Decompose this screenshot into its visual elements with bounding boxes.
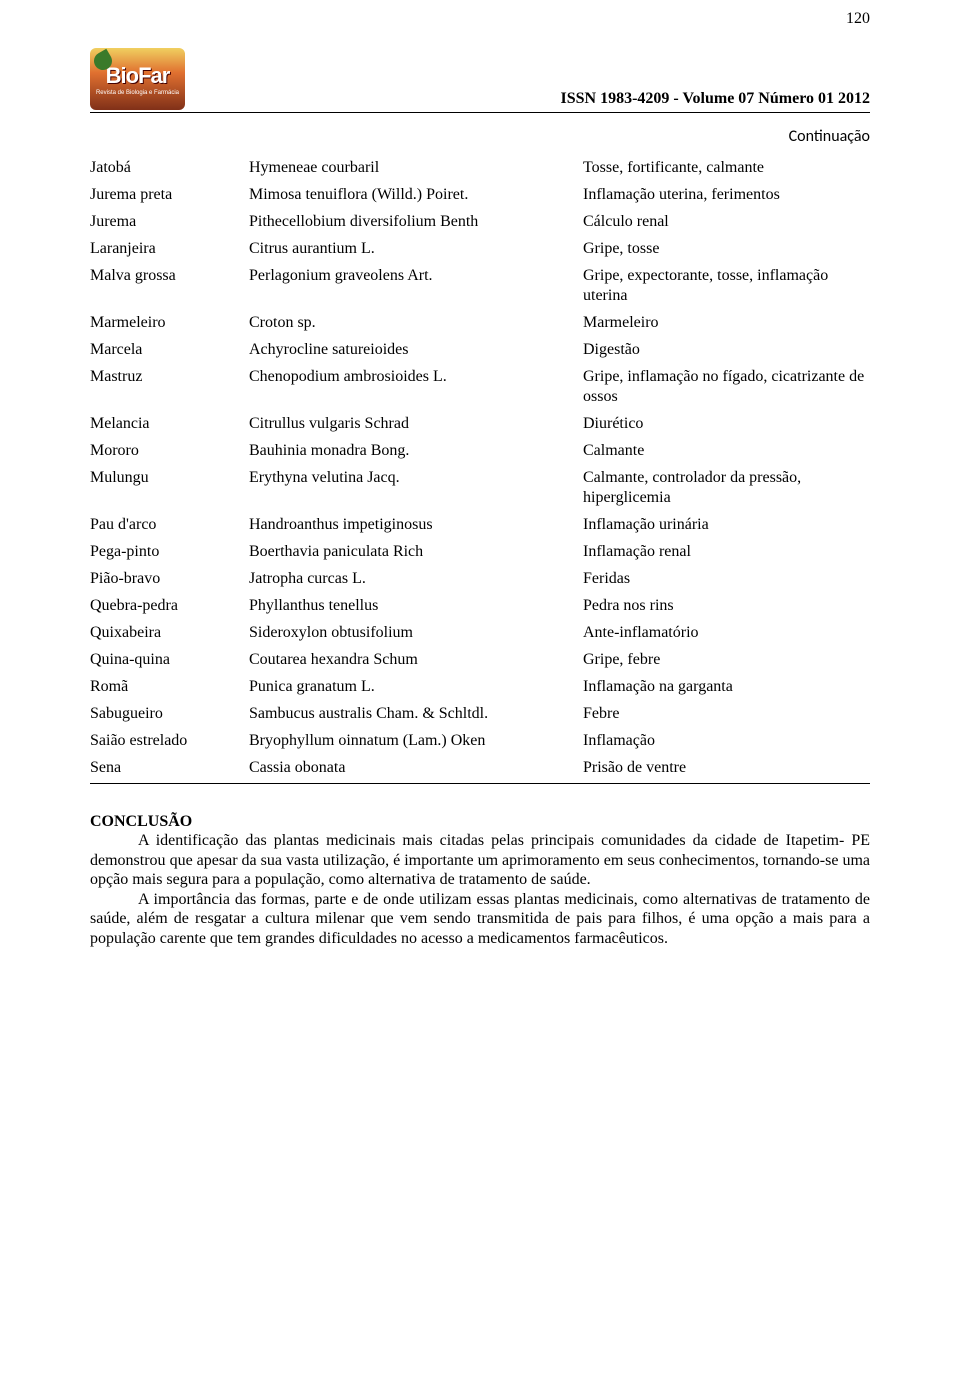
scientific-name-cell: Citrullus vulgaris Schrad (249, 410, 583, 437)
scientific-name-cell: Citrus aurantium L. (249, 235, 583, 262)
page: 120 BioFar Revista de Biologia e Farmáci… (0, 0, 960, 978)
scientific-name-cell: Punica granatum L. (249, 673, 583, 700)
table-row: MarcelaAchyrocline satureioidesDigestão (90, 336, 870, 363)
use-cell: Inflamação na garganta (583, 673, 870, 700)
scientific-name-cell: Croton sp. (249, 309, 583, 336)
logo-subtext: Revista de Biologia e Farmácia (96, 90, 179, 96)
table-row: SenaCassia obonataPrisão de ventre (90, 754, 870, 783)
common-name-cell: Jurema preta (90, 181, 249, 208)
common-name-cell: Pega-pinto (90, 538, 249, 565)
conclusion-section: CONCLUSÃO A identificação das plantas me… (90, 812, 870, 949)
scientific-name-cell: Mimosa tenuiflora (Willd.) Poiret. (249, 181, 583, 208)
scientific-name-cell: Chenopodium ambrosioides L. (249, 363, 583, 410)
scientific-name-cell: Cassia obonata (249, 754, 583, 783)
common-name-cell: Marmeleiro (90, 309, 249, 336)
continuation-label: Continuação (90, 127, 870, 146)
table-row: Pião-bravoJatropha curcas L.Feridas (90, 565, 870, 592)
common-name-cell: Malva grossa (90, 262, 249, 309)
common-name-cell: Mulungu (90, 464, 249, 511)
table-row: LaranjeiraCitrus aurantium L.Gripe, toss… (90, 235, 870, 262)
table-row: Quina-quinaCoutarea hexandra SchumGripe,… (90, 646, 870, 673)
use-cell: Digestão (583, 336, 870, 363)
common-name-cell: Quina-quina (90, 646, 249, 673)
common-name-cell: Mororo (90, 437, 249, 464)
plant-table: JatobáHymeneae courbarilTosse, fortifica… (90, 154, 870, 784)
common-name-cell: Quebra-pedra (90, 592, 249, 619)
table-row: SabugueiroSambucus australis Cham. & Sch… (90, 700, 870, 727)
use-cell: Cálculo renal (583, 208, 870, 235)
table-row: JatobáHymeneae courbarilTosse, fortifica… (90, 154, 870, 181)
use-cell: Prisão de ventre (583, 754, 870, 783)
use-cell: Gripe, inflamação no fígado, cicatrizant… (583, 363, 870, 410)
scientific-name-cell: Erythyna velutina Jacq. (249, 464, 583, 511)
common-name-cell: Quixabeira (90, 619, 249, 646)
table-row: Pau d'arcoHandroanthus impetiginosusInfl… (90, 511, 870, 538)
scientific-name-cell: Bryophyllum oinnatum (Lam.) Oken (249, 727, 583, 754)
scientific-name-cell: Hymeneae courbaril (249, 154, 583, 181)
common-name-cell: Sena (90, 754, 249, 783)
conclusion-p1: A identificação das plantas medicinais m… (90, 831, 870, 890)
common-name-cell: Pau d'arco (90, 511, 249, 538)
page-number: 120 (846, 10, 870, 28)
scientific-name-cell: Boerthavia paniculata Rich (249, 538, 583, 565)
use-cell: Inflamação uterina, ferimentos (583, 181, 870, 208)
table-row: Saião estreladoBryophyllum oinnatum (Lam… (90, 727, 870, 754)
common-name-cell: Marcela (90, 336, 249, 363)
common-name-cell: Sabugueiro (90, 700, 249, 727)
scientific-name-cell: Achyrocline satureioides (249, 336, 583, 363)
common-name-cell: Saião estrelado (90, 727, 249, 754)
use-cell: Pedra nos rins (583, 592, 870, 619)
use-cell: Gripe, febre (583, 646, 870, 673)
use-cell: Calmante (583, 437, 870, 464)
table-row: Quebra-pedraPhyllanthus tenellusPedra no… (90, 592, 870, 619)
conclusion-title: CONCLUSÃO (90, 813, 192, 830)
common-name-cell: Mastruz (90, 363, 249, 410)
use-cell: Marmeleiro (583, 309, 870, 336)
use-cell: Gripe, tosse (583, 235, 870, 262)
common-name-cell: Jurema (90, 208, 249, 235)
use-cell: Diurético (583, 410, 870, 437)
scientific-name-cell: Jatropha curcas L. (249, 565, 583, 592)
table-row: Jurema pretaMimosa tenuiflora (Willd.) P… (90, 181, 870, 208)
table-row: MulunguErythyna velutina Jacq.Calmante, … (90, 464, 870, 511)
common-name-cell: Melancia (90, 410, 249, 437)
scientific-name-cell: Handroanthus impetiginosus (249, 511, 583, 538)
conclusion-p2: A importância das formas, parte e de ond… (90, 890, 870, 949)
scientific-name-cell: Coutarea hexandra Schum (249, 646, 583, 673)
use-cell: Inflamação renal (583, 538, 870, 565)
table-row: MastruzChenopodium ambrosioides L.Gripe,… (90, 363, 870, 410)
journal-logo: BioFar Revista de Biologia e Farmácia (90, 48, 185, 110)
issn-line: ISSN 1983-4209 - Volume 07 Número 01 201… (185, 90, 870, 110)
table-row: MelanciaCitrullus vulgaris SchradDiuréti… (90, 410, 870, 437)
logo-text: BioFar (106, 63, 170, 89)
scientific-name-cell: Pithecellobium diversifolium Benth (249, 208, 583, 235)
table-row: Malva grossaPerlagonium graveolens Art.G… (90, 262, 870, 309)
table-row: Pega-pintoBoerthavia paniculata RichInfl… (90, 538, 870, 565)
scientific-name-cell: Phyllanthus tenellus (249, 592, 583, 619)
use-cell: Tosse, fortificante, calmante (583, 154, 870, 181)
header-row: BioFar Revista de Biologia e Farmácia IS… (90, 48, 870, 113)
table-row: RomãPunica granatum L.Inflamação na garg… (90, 673, 870, 700)
table-row: MarmeleiroCroton sp.Marmeleiro (90, 309, 870, 336)
scientific-name-cell: Perlagonium graveolens Art. (249, 262, 583, 309)
use-cell: Ante-inflamatório (583, 619, 870, 646)
common-name-cell: Romã (90, 673, 249, 700)
table-row: JuremaPithecellobium diversifolium Benth… (90, 208, 870, 235)
common-name-cell: Pião-bravo (90, 565, 249, 592)
use-cell: Inflamação urinária (583, 511, 870, 538)
use-cell: Gripe, expectorante, tosse, inflamação u… (583, 262, 870, 309)
table-row: QuixabeiraSideroxylon obtusifoliumAnte-i… (90, 619, 870, 646)
scientific-name-cell: Bauhinia monadra Bong. (249, 437, 583, 464)
common-name-cell: Laranjeira (90, 235, 249, 262)
use-cell: Febre (583, 700, 870, 727)
scientific-name-cell: Sambucus australis Cham. & Schltdl. (249, 700, 583, 727)
use-cell: Feridas (583, 565, 870, 592)
use-cell: Calmante, controlador da pressão, hiperg… (583, 464, 870, 511)
scientific-name-cell: Sideroxylon obtusifolium (249, 619, 583, 646)
table-row: MororoBauhinia monadra Bong.Calmante (90, 437, 870, 464)
common-name-cell: Jatobá (90, 154, 249, 181)
use-cell: Inflamação (583, 727, 870, 754)
